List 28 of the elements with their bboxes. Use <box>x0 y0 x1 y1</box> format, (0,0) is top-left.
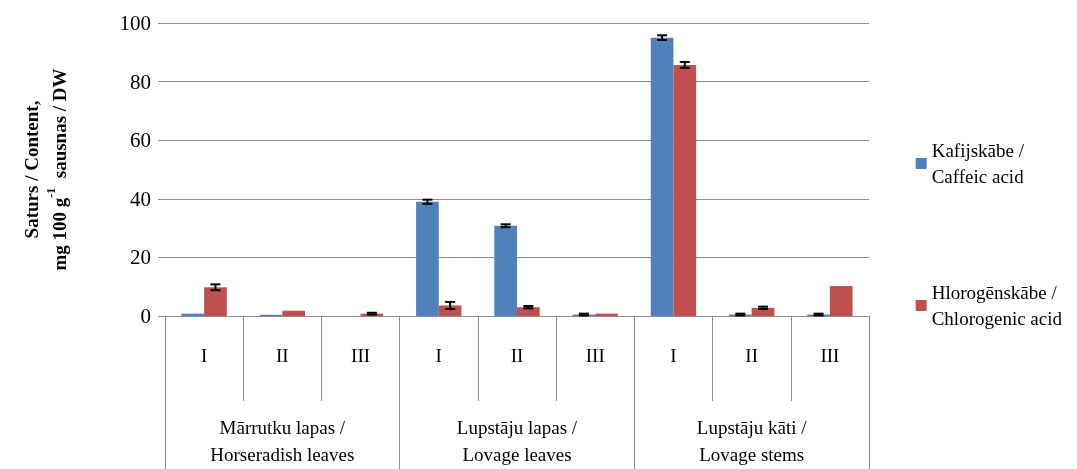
text: Mārrutku lapas / Horseradish leaves <box>210 417 355 465</box>
x-tick-label: II <box>510 345 524 366</box>
bar <box>829 286 853 316</box>
x-tick-label: I <box>435 345 442 366</box>
text: Lupstāju kāti / Lovage stems <box>696 417 808 465</box>
x-tick-label: II <box>276 345 289 366</box>
bar <box>494 225 517 316</box>
text: Lupstāju lapas / Lovage leaves <box>456 417 578 465</box>
x-tick-label: I <box>670 345 677 366</box>
y-tick-label: 0 <box>140 304 151 328</box>
y-tick-label: 20 <box>130 245 151 270</box>
x-tick-label: III <box>351 345 371 366</box>
y-tick-label: 60 <box>130 128 151 153</box>
y-tick-label: 40 <box>130 186 151 211</box>
bar <box>416 201 439 316</box>
y-tick-label: 80 <box>130 69 151 94</box>
bar <box>650 37 674 316</box>
legend-label: Hlorogēnskābe / Chlorogenic acid <box>931 282 1063 329</box>
legend-label: Kafijskābe / Caffeic acid <box>931 140 1025 187</box>
bar <box>282 310 306 316</box>
x-tick-label: I <box>200 345 208 366</box>
bar <box>204 287 227 316</box>
bar <box>673 64 697 316</box>
x-tick-label: III <box>820 345 840 366</box>
x-tick-label: II <box>745 345 758 366</box>
y-tick-label: 100 <box>119 11 151 35</box>
bar <box>517 307 540 316</box>
x-tick-label: III <box>585 345 605 366</box>
